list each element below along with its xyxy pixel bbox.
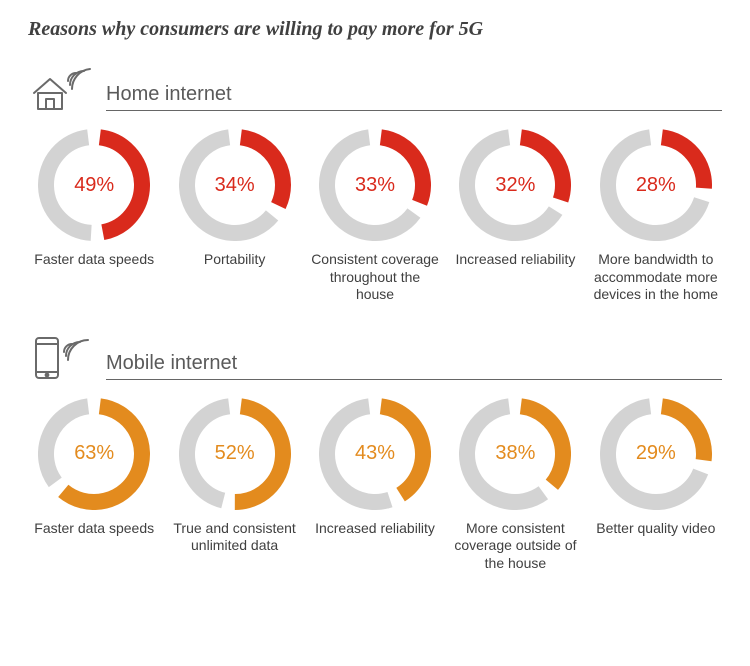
section-title: Mobile internet [106,352,722,375]
donut-item: 28% More bandwidth to accommodate more de… [590,129,722,304]
donut-percentage: 52% [179,398,291,510]
donut-chart: 52% [179,398,291,510]
donut-percentage: 29% [600,398,712,510]
donut-chart: 29% [600,398,712,510]
donut-label: Better quality video [596,520,715,538]
donut-item: 29% Better quality video [590,398,722,573]
section-home: Home internet 49% Faster data speeds 34% P… [28,63,722,304]
donut-percentage: 34% [179,129,291,241]
donut-percentage: 32% [459,129,571,241]
donut-percentage: 43% [319,398,431,510]
donut-item: 43% Increased reliability [309,398,441,573]
donut-label: More consistent coverage outside of the … [451,520,579,573]
donut-item: 38% More consistent coverage outside of t… [449,398,581,573]
donut-label: Faster data speeds [34,251,154,269]
donut-item: 34% Portability [168,129,300,304]
section-title: Home internet [106,83,722,106]
donut-label: True and consistent unlimited data [171,520,299,555]
donut-chart: 33% [319,129,431,241]
section-header-mobile: Mobile internet [28,332,722,380]
donut-chart: 28% [600,129,712,241]
page-title: Reasons why consumers are willing to pay… [28,18,722,41]
donut-chart: 43% [319,398,431,510]
donut-item: 32% Increased reliability [449,129,581,304]
donut-chart: 38% [459,398,571,510]
donut-chart: 49% [38,129,150,241]
donut-label: Faster data speeds [34,520,154,538]
donut-item: 33% Consistent coverage throughout the ho… [309,129,441,304]
donut-label: More bandwidth to accommodate more devic… [592,251,720,304]
section-header-home: Home internet [28,63,722,111]
donut-chart: 32% [459,129,571,241]
house-signal-icon [28,63,92,111]
donut-chart: 63% [38,398,150,510]
donut-item: 49% Faster data speeds [28,129,160,304]
donut-label: Increased reliability [315,520,435,538]
donut-percentage: 28% [600,129,712,241]
donut-percentage: 49% [38,129,150,241]
donut-percentage: 38% [459,398,571,510]
donut-row: 63% Faster data speeds 52% True and consis… [28,398,722,573]
donut-item: 52% True and consistent unlimited data [168,398,300,573]
donut-percentage: 63% [38,398,150,510]
section-divider [106,110,722,111]
donut-label: Consistent coverage throughout the house [311,251,439,304]
donut-label: Portability [204,251,265,269]
donut-item: 63% Faster data speeds [28,398,160,573]
donut-row: 49% Faster data speeds 34% Portability 33%… [28,129,722,304]
phone-signal-icon [28,332,92,380]
donut-label: Increased reliability [456,251,576,269]
section-divider [106,379,722,380]
section-mobile: Mobile internet 63% Faster data speeds 52… [28,332,722,573]
donut-chart: 34% [179,129,291,241]
donut-percentage: 33% [319,129,431,241]
